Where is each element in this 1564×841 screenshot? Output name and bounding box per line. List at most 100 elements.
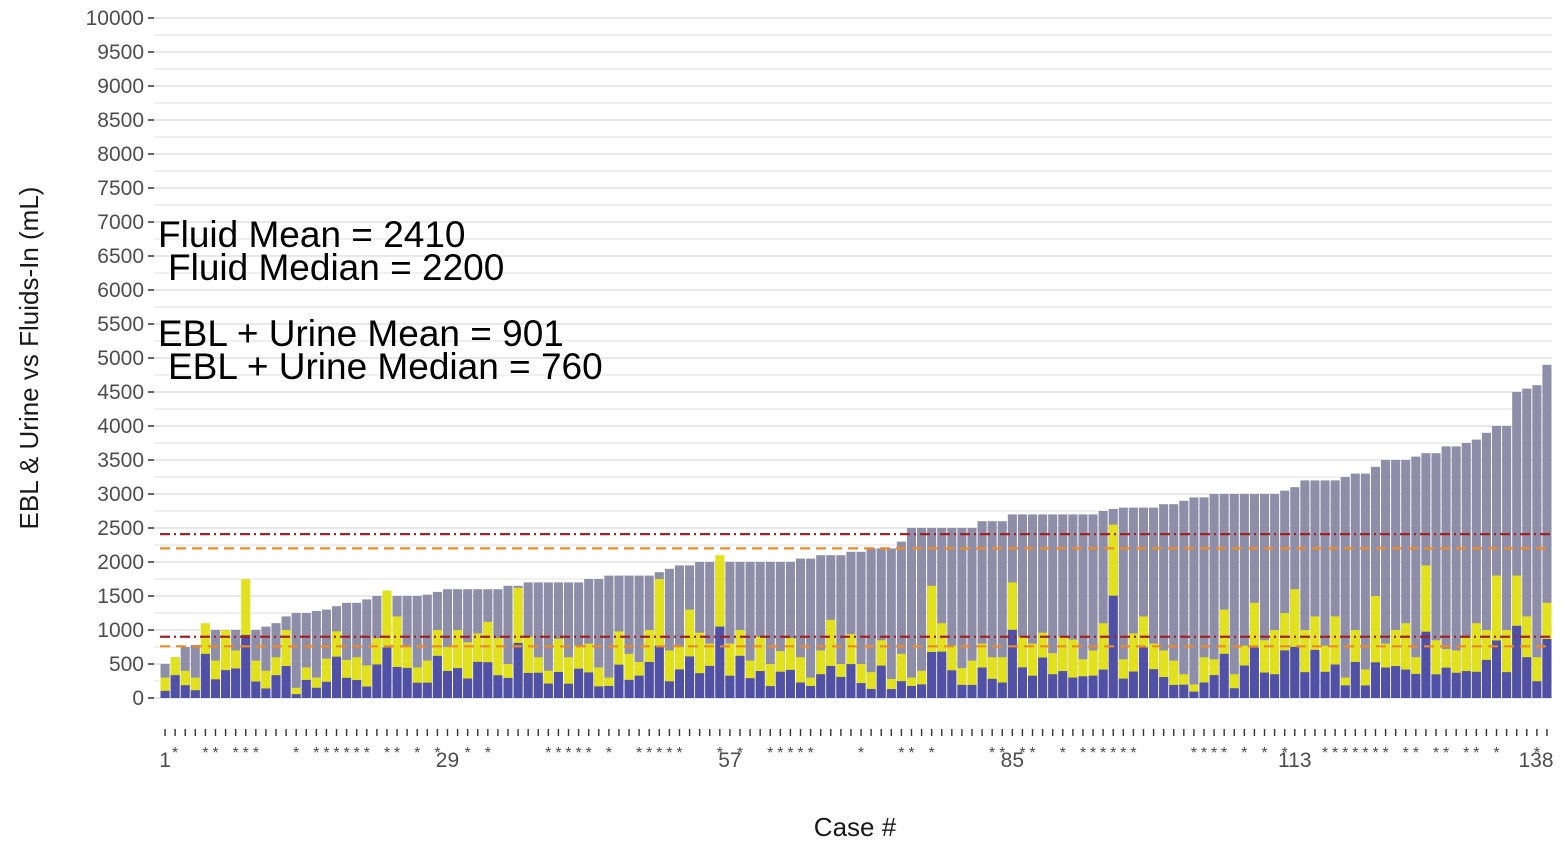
fluid-bar xyxy=(1118,507,1128,698)
significance-star: * xyxy=(606,745,612,762)
significance-star: * xyxy=(1473,745,1479,762)
significance-star: * xyxy=(1080,745,1086,762)
urine-bar xyxy=(695,632,705,698)
ebl-bar xyxy=(1300,672,1310,698)
annotation-ebl-mean: EBL + Urine Mean = 901 xyxy=(158,313,564,354)
ebl-bar xyxy=(231,668,241,698)
fluid-bar xyxy=(352,602,362,698)
fluid-bar xyxy=(321,609,331,698)
fluid-bar xyxy=(1502,426,1512,698)
significance-star: * xyxy=(434,745,440,762)
significance-star: * xyxy=(1352,745,1358,762)
significance-star: * xyxy=(807,745,813,762)
fluid-bar xyxy=(261,626,271,698)
significance-star: * xyxy=(737,745,743,762)
fluid-bar xyxy=(1461,443,1471,698)
y-tick-label: 3500 xyxy=(97,449,144,472)
urine-bar xyxy=(957,668,967,698)
ebl-bar xyxy=(442,670,453,698)
ebl-bar xyxy=(1118,678,1128,698)
ebl-bar xyxy=(896,681,906,698)
ebl-bar xyxy=(543,683,553,698)
y-tick-label: 7500 xyxy=(97,177,144,200)
ebl-bar xyxy=(1350,661,1360,698)
x-axis-title: Case # xyxy=(814,812,897,841)
fluid-bar xyxy=(1149,507,1159,698)
x-axis-ticks: 1 29 57 85 113 138 xyxy=(159,729,1554,772)
fluid-bar xyxy=(1179,500,1189,698)
fluid-bar xyxy=(422,594,432,698)
significance-star: * xyxy=(1382,745,1388,762)
significance-star: * xyxy=(485,745,491,762)
significance-star: * xyxy=(212,745,218,762)
fluid-bar xyxy=(533,582,543,698)
fluid-bar xyxy=(806,558,816,698)
annotation-fluid-median: Fluid Median = 2200 xyxy=(168,247,504,288)
urine-bar xyxy=(382,590,392,698)
ebl-bar xyxy=(1280,650,1290,698)
fluid-bar xyxy=(311,610,321,698)
ebl-bar xyxy=(856,683,866,698)
ebl-bar xyxy=(654,645,664,698)
ebl-bar xyxy=(261,688,271,698)
ebl-bar xyxy=(886,689,896,698)
urine-bar xyxy=(1360,669,1370,698)
y-tick-label: 6000 xyxy=(97,279,144,302)
x-tick-label: 85 xyxy=(1001,749,1024,772)
ebl-bar xyxy=(463,678,473,698)
significance-star: * xyxy=(1130,745,1136,762)
significance-star: * xyxy=(465,745,471,762)
fluid-bar xyxy=(705,562,715,698)
urine-bar xyxy=(1502,630,1512,698)
fluid-bar xyxy=(584,579,594,698)
fluid-bar xyxy=(785,562,795,698)
urine-bar xyxy=(180,670,190,698)
ebl-bar xyxy=(563,683,574,698)
urine-bar xyxy=(1401,623,1411,698)
fluid-bar xyxy=(795,558,806,698)
ebl-bar xyxy=(1007,629,1017,698)
urine-bar xyxy=(624,653,634,698)
fluid-bar xyxy=(695,562,705,698)
ebl-bar xyxy=(1451,672,1461,698)
ebl-bar xyxy=(785,669,795,698)
ebl-bar xyxy=(584,672,594,698)
urine-bar xyxy=(927,585,937,698)
fluid-bar xyxy=(442,589,453,698)
fluid-bar xyxy=(574,582,584,698)
fluid-bar xyxy=(1310,480,1320,698)
ebl-bar xyxy=(1249,647,1259,698)
significance-star: * xyxy=(1090,745,1096,762)
fluid-bar xyxy=(1481,432,1491,698)
fluid-bar xyxy=(1239,494,1249,698)
urine-bar xyxy=(987,657,997,698)
ebl-bar xyxy=(836,676,846,698)
significance-star: * xyxy=(202,745,208,762)
urine-bar xyxy=(1491,575,1502,698)
y-axis-title: EBL & Urine vs Fluids-In (mL) xyxy=(14,187,44,530)
urine-bar xyxy=(1058,636,1068,698)
ebl-bar xyxy=(352,680,362,698)
fluid-bar xyxy=(836,555,846,698)
urine-bar xyxy=(321,658,331,698)
significance-star: * xyxy=(777,745,783,762)
significance-star: * xyxy=(1322,745,1328,762)
y-tick-label: 8000 xyxy=(97,143,144,166)
urine-bar xyxy=(584,643,594,698)
ebl-bar xyxy=(1381,667,1391,698)
fluid-bar xyxy=(664,568,674,698)
ebl-bar xyxy=(453,668,463,698)
ebl-bar xyxy=(1169,684,1179,698)
urine-bar xyxy=(291,687,301,698)
urine-bar xyxy=(1159,650,1169,698)
urine-bar xyxy=(1199,657,1209,698)
significance-star: * xyxy=(1534,745,1540,762)
fluid-bar xyxy=(1360,473,1370,698)
ebl-bar xyxy=(1159,677,1169,698)
fluid-bar xyxy=(563,582,574,698)
fluid-bar xyxy=(1441,446,1451,698)
urine-bar xyxy=(1259,640,1270,698)
fluid-bar xyxy=(987,521,997,698)
y-tick-label: 2000 xyxy=(97,551,144,574)
ebl-bar xyxy=(634,675,644,698)
